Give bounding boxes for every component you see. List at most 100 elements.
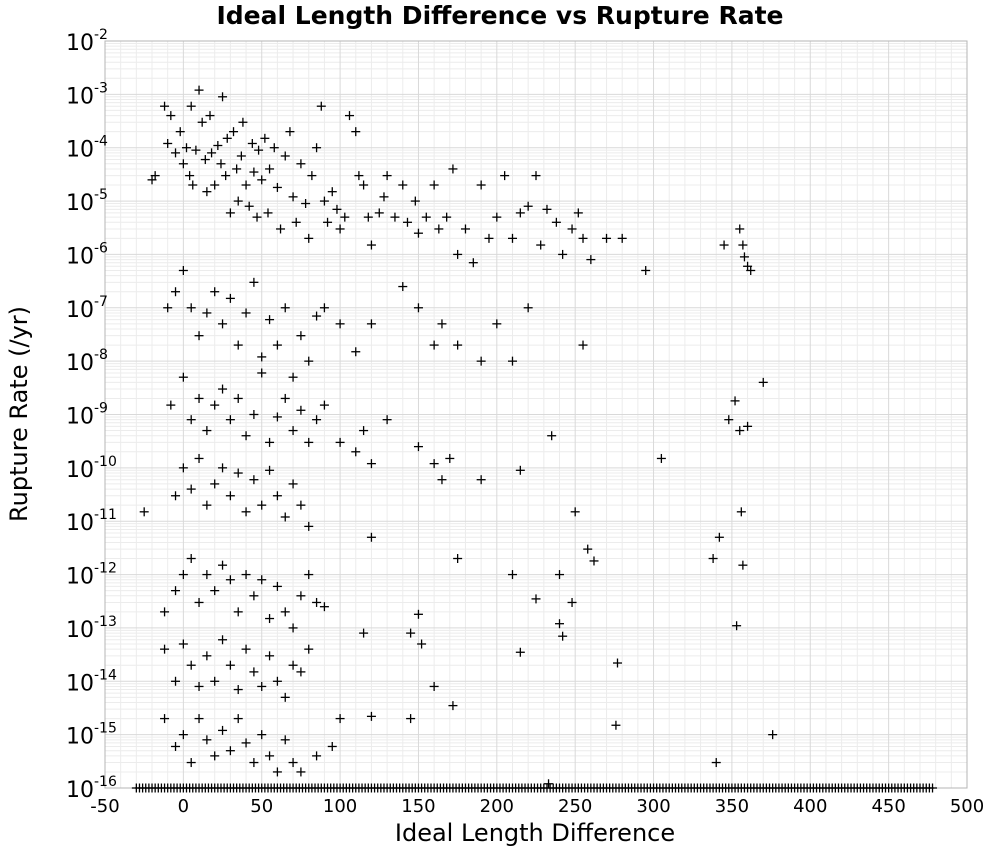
data-point [492,319,502,329]
x-tick-label: 0 [178,796,189,817]
data-point [233,685,243,695]
data-point [351,447,361,457]
data-point [265,614,275,624]
data-point [319,602,329,612]
data-point [442,212,452,222]
data-point [244,201,254,211]
data-point [536,240,546,250]
data-point [263,208,273,218]
data-point [351,127,361,137]
data-point [186,758,196,768]
data-point [254,145,264,155]
data-point [476,356,486,366]
data-point [202,651,212,661]
data-point [163,303,173,313]
data-point [178,265,188,275]
data-point [429,681,439,691]
data-point [194,85,204,95]
data-point [218,635,228,645]
data-point [406,714,416,724]
grid [104,40,968,789]
data-point [160,714,170,724]
y-tick-exponent: -12 [94,561,117,577]
data-point [194,681,204,691]
data-point [213,141,223,151]
data-point [163,138,173,148]
data-point [186,484,196,494]
y-tick-base: 10 [66,511,94,536]
y-tick-exponent: -7 [94,294,108,310]
data-point [515,647,525,657]
data-point [406,628,416,638]
y-tick-label: 10-7 [66,294,108,323]
data-point [570,507,580,517]
data-point [307,171,317,181]
data-point [280,735,290,745]
data-point [160,101,170,111]
data-point [288,623,298,633]
data-point [304,233,314,243]
data-point [492,212,502,222]
y-tick-exponent: -11 [94,507,117,523]
data-point [160,644,170,654]
data-point [531,594,541,604]
y-tick-label: 10-14 [66,667,117,696]
data-point [257,175,267,185]
data-point [210,180,220,190]
y-tick-exponent: -6 [94,240,108,256]
y-tick-exponent: -3 [94,80,108,96]
data-point [641,265,651,275]
data-point [617,233,627,243]
data-point [351,347,361,357]
data-point [265,465,275,475]
data-point [200,155,210,165]
data-point [304,521,314,531]
data-point [413,228,423,238]
data-point [382,171,392,181]
data-point [194,714,204,724]
data-point [260,133,270,143]
data-point [390,212,400,222]
data-point [288,758,298,768]
data-point [714,532,724,542]
data-point [523,201,533,211]
data-point [340,212,350,222]
x-tick-label: 50 [250,796,273,817]
y-tick-label: 10-11 [66,507,117,536]
data-point [181,143,191,153]
data-point [257,730,267,740]
data-point [421,212,431,222]
data-point [194,331,204,341]
data-point [207,148,217,158]
data-point [257,368,267,378]
data-point [236,151,246,161]
y-tick-exponent: -5 [94,187,108,203]
data-point [523,303,533,313]
data-point [567,224,577,234]
data-point [272,676,282,686]
data-point [434,224,444,234]
y-tick-base: 10 [66,671,94,696]
data-point [708,554,718,564]
data-point [374,208,384,218]
data-point [558,631,568,641]
data-point [359,628,369,638]
data-point [413,442,423,452]
y-tick-label: 10-2 [66,27,108,56]
data-points [131,85,938,793]
data-point [602,233,612,243]
data-point [327,741,337,751]
data-point [445,453,455,463]
y-tick-base: 10 [66,565,94,590]
data-point [743,421,753,431]
data-point [611,720,621,730]
data-point [379,192,389,202]
data-point [366,459,376,469]
data-point [739,252,749,262]
y-tick-base: 10 [66,778,94,803]
y-tick-label: 10-8 [66,347,108,376]
data-point [249,591,259,601]
data-point [265,437,275,447]
data-point [500,171,510,181]
x-tick-label: 250 [558,796,592,817]
